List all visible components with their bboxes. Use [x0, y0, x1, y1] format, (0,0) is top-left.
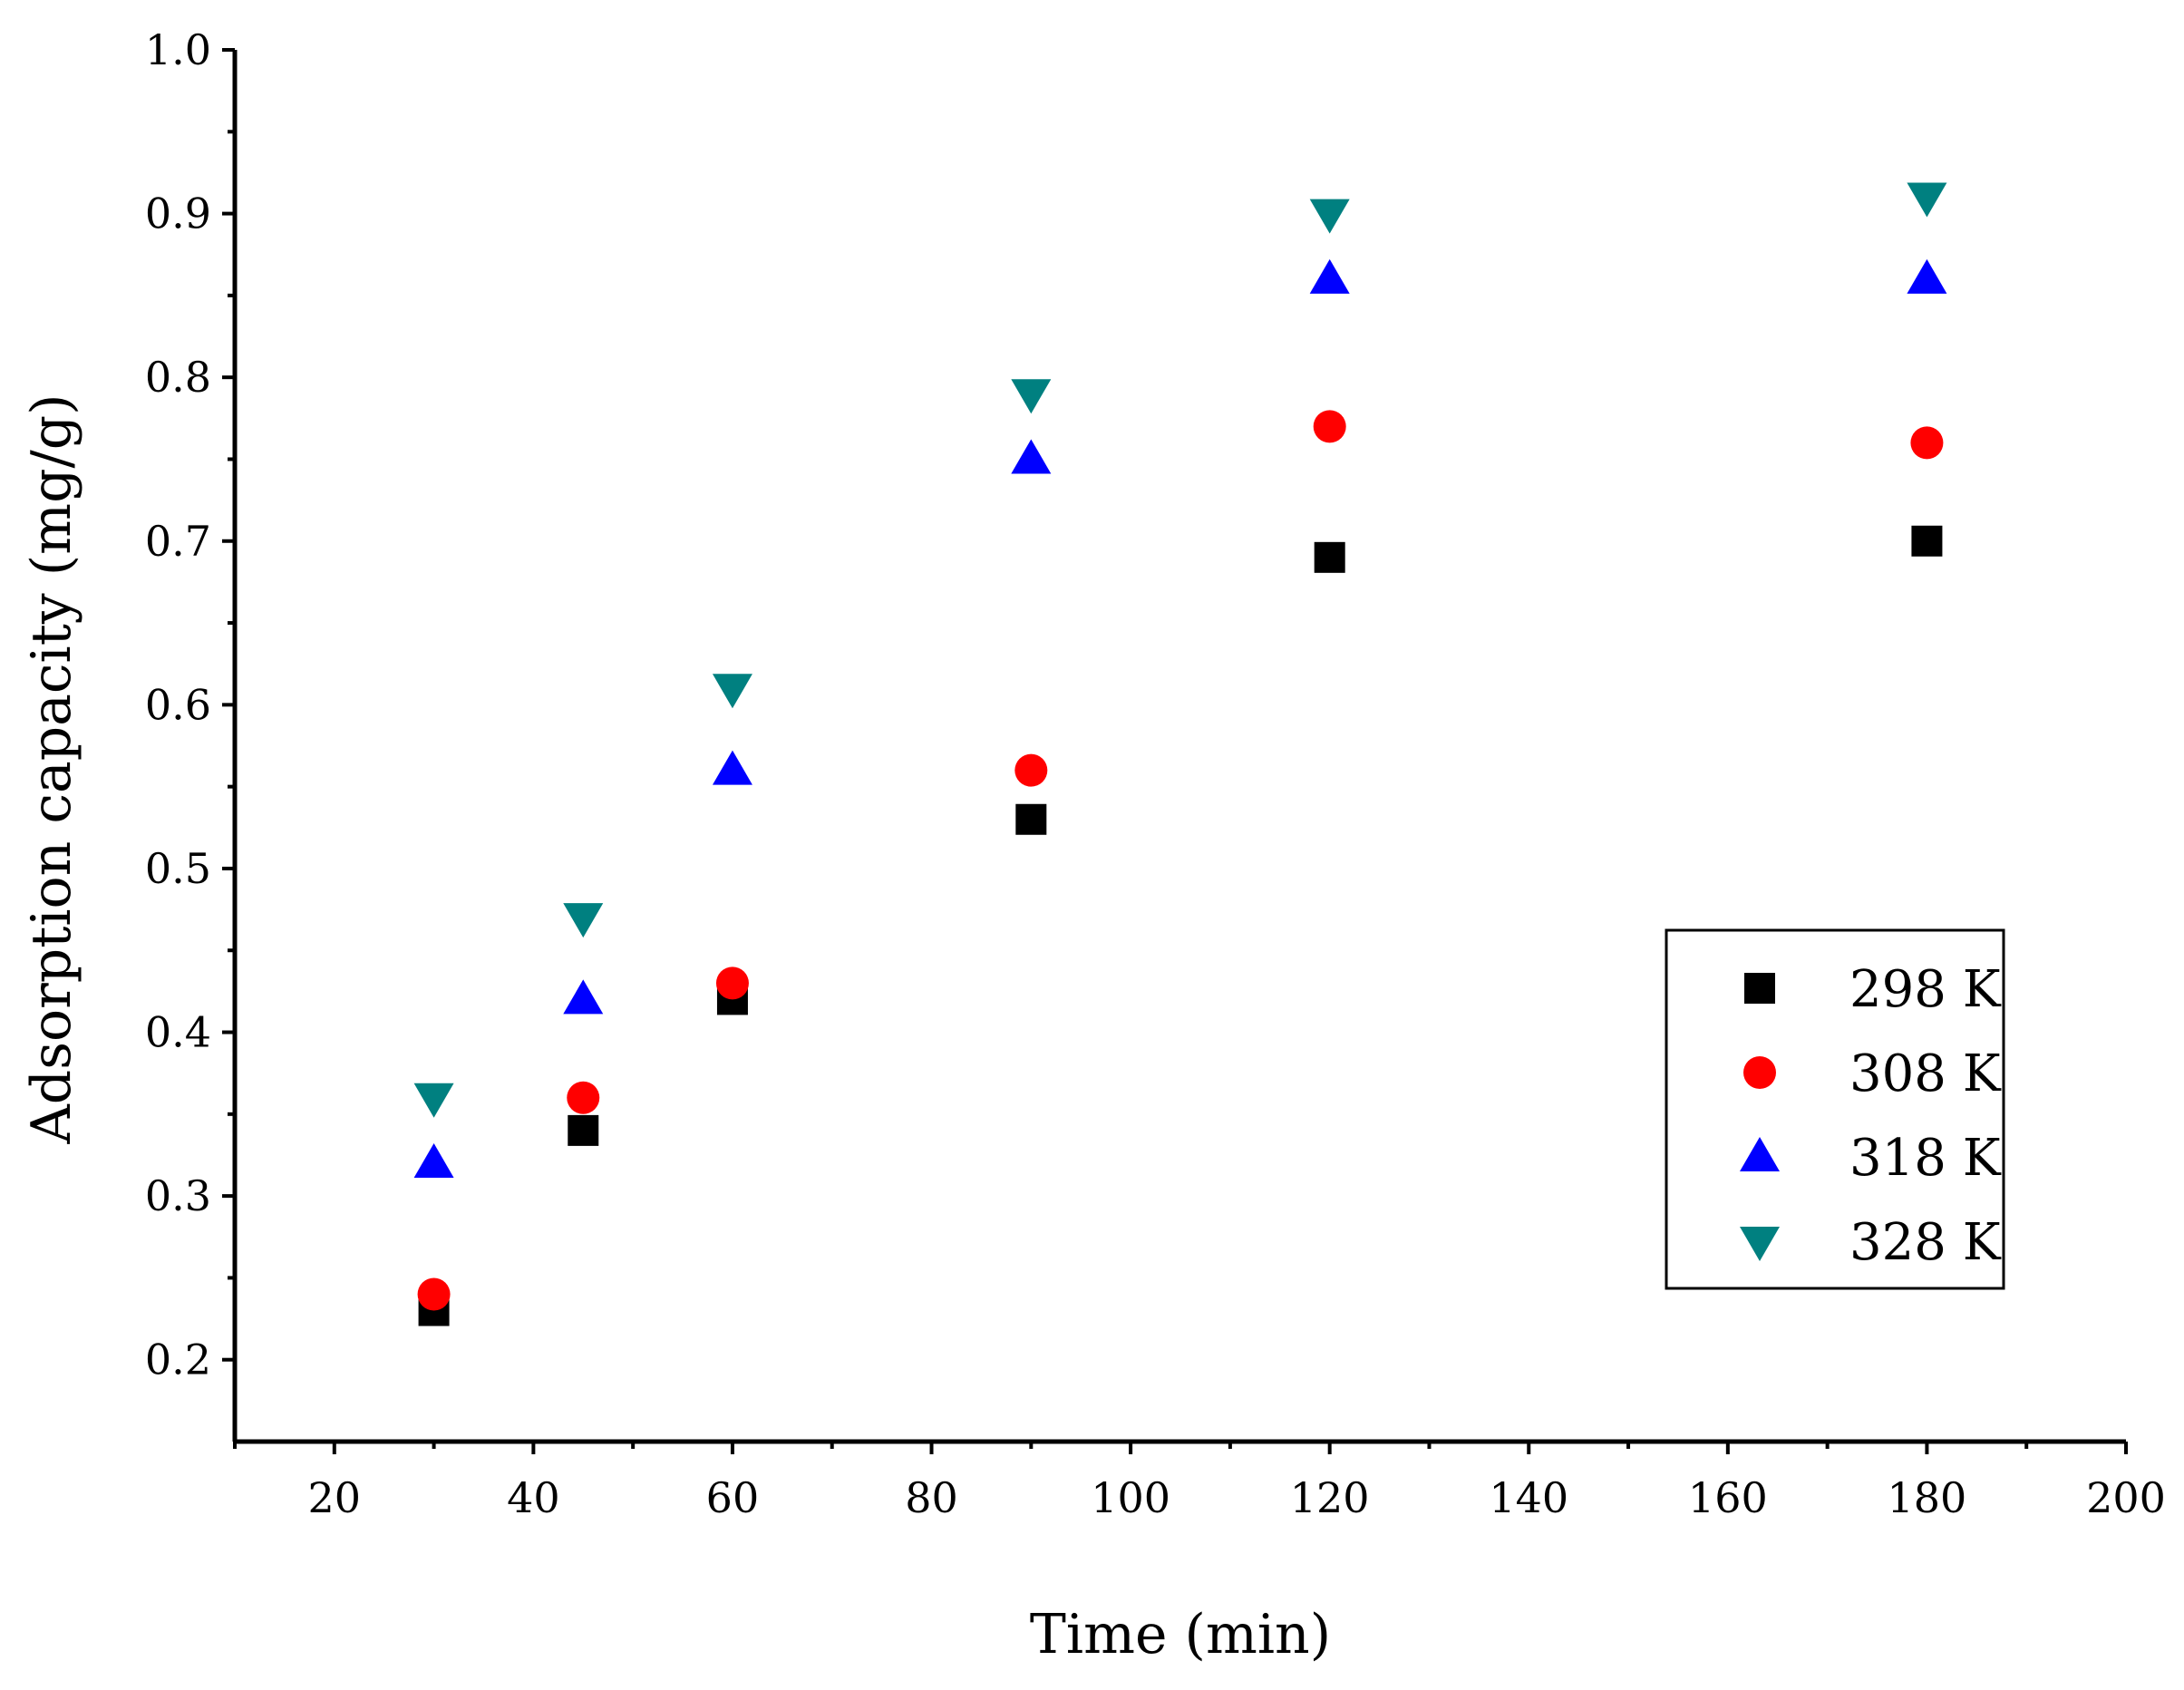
data-point: [567, 1081, 600, 1114]
data-point: [568, 1114, 599, 1146]
data-point: [1011, 379, 1052, 414]
x-tick-label: 40: [507, 1473, 560, 1522]
legend-label: 308 K: [1849, 1044, 2002, 1103]
legend-marker: [1744, 973, 1775, 1004]
y-tick-label: 1.0: [145, 25, 211, 74]
data-point: [1314, 541, 1345, 573]
legend-marker: [1743, 1056, 1776, 1089]
y-tick-label: 0.3: [145, 1171, 211, 1220]
y-tick-label: 0.7: [145, 517, 211, 566]
data-point: [563, 903, 604, 938]
data-point: [1309, 199, 1350, 234]
legend-marker: [1740, 1137, 1780, 1171]
series-328-k: [413, 182, 1947, 1118]
legend-box: [1665, 928, 2005, 1290]
data-point: [1907, 258, 1947, 294]
legend-label: 298 K: [1849, 960, 2002, 1019]
x-ticks: 20 40 60 80 100 120 140 160 180 200: [233, 1442, 2166, 1522]
data-point: [413, 1143, 454, 1178]
x-tick-label: 80: [905, 1473, 958, 1522]
x-tick-label: 20: [308, 1473, 362, 1522]
legend-marker: [1740, 1227, 1780, 1261]
x-tick-label: 180: [1888, 1473, 1967, 1522]
y-tick-label: 0.2: [145, 1335, 211, 1384]
x-tick-label: 160: [1688, 1473, 1768, 1522]
legend-label: 328 K: [1849, 1213, 2002, 1272]
series-318-k: [413, 258, 1947, 1178]
data-point: [1011, 439, 1052, 474]
y-tick-label: 0.5: [145, 844, 211, 893]
x-tick-label: 120: [1290, 1473, 1370, 1522]
series-308-k: [417, 410, 1944, 1311]
legend: 298 K 308 K 318 K 328 K: [1665, 928, 2005, 1290]
legend-label: 318 K: [1849, 1129, 2002, 1188]
x-tick-label: 60: [706, 1473, 760, 1522]
data-point: [1015, 803, 1047, 835]
y-tick-label: 0.4: [145, 1008, 211, 1057]
data-point: [417, 1277, 451, 1311]
y-tick-label: 0.9: [145, 189, 211, 238]
x-tick-label: 200: [2086, 1473, 2166, 1522]
data-point: [1313, 410, 1346, 443]
data-point: [563, 979, 604, 1015]
data-point: [1907, 182, 1947, 218]
data-point: [1014, 753, 1048, 787]
data-point: [413, 1083, 454, 1118]
x-tick-label: 140: [1489, 1473, 1568, 1522]
y-axis-title: Adsorption capacity (mg/g): [20, 393, 83, 1144]
y-tick-label: 0.8: [145, 353, 211, 402]
data-point: [1309, 258, 1350, 294]
y-ticks: 0.2 0.3 0.4 0.5 0.6 0.7 0.8 0.9 1.0: [145, 25, 235, 1384]
y-tick-label: 0.6: [145, 680, 211, 729]
x-axis-title: Time (min): [1030, 1603, 1331, 1666]
x-tick-label: 100: [1091, 1473, 1170, 1522]
legend-entry: 298 K: [1744, 960, 2002, 1019]
legend-entry: 308 K: [1743, 1044, 2002, 1103]
data-point: [712, 750, 752, 785]
data-point: [1910, 426, 1944, 460]
legend-entry: 318 K: [1740, 1129, 2002, 1188]
axes: [232, 50, 2126, 1444]
data-point: [715, 966, 749, 1000]
data-point: [712, 674, 752, 709]
data-point: [1911, 525, 1943, 557]
legend-entry: 328 K: [1740, 1213, 2002, 1272]
data-markers: [413, 182, 1947, 1326]
